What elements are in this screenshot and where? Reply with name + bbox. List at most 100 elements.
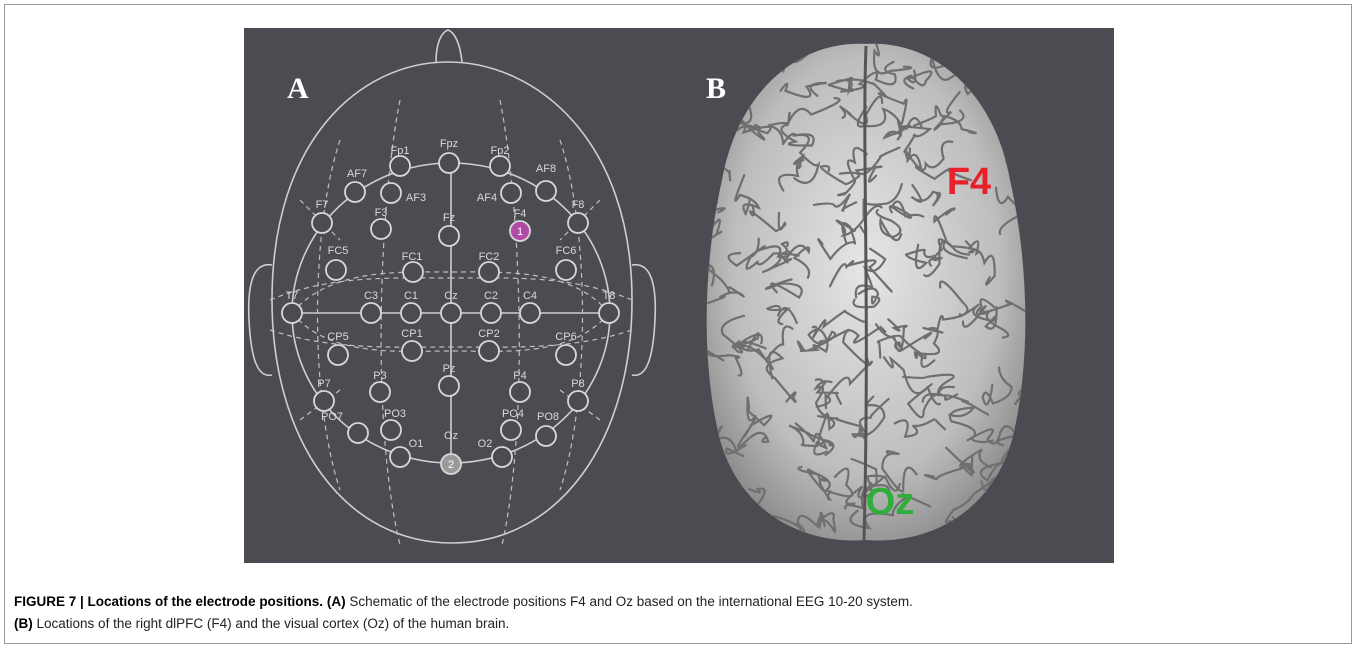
- gyrus: [779, 81, 827, 98]
- electrode-label: CP5: [327, 331, 348, 343]
- gyrus: [904, 140, 954, 171]
- gyrus: [720, 314, 764, 354]
- electrode-label: PO4: [502, 408, 524, 420]
- gyrus: [813, 380, 863, 428]
- gyrus: [943, 393, 990, 416]
- gyrus: [706, 249, 731, 294]
- gyrus: [827, 76, 854, 96]
- electrode: [347, 422, 369, 444]
- electrode-label: T8: [603, 290, 616, 302]
- electrode: [500, 182, 522, 204]
- electrode: [509, 381, 531, 403]
- electrode-label: O2: [478, 438, 493, 450]
- panel-label: B: [706, 72, 726, 105]
- gyrus: [817, 222, 857, 261]
- electrode-label: C1: [404, 290, 418, 302]
- electrode-label: C3: [364, 290, 378, 302]
- electrode-label: F8: [572, 199, 585, 211]
- gyrus: [887, 318, 908, 353]
- gyrus: [772, 514, 825, 537]
- gyrus: [797, 465, 833, 501]
- gyrus: [737, 417, 770, 449]
- electrode: [370, 218, 392, 240]
- electrode-label: FC1: [402, 251, 423, 263]
- panel-label: A: [287, 72, 309, 105]
- electrode-label: CP1: [401, 328, 422, 340]
- gyrus: [764, 278, 803, 299]
- electrode-label: AF4: [477, 192, 497, 204]
- electrode-label: Fp1: [391, 145, 410, 157]
- electrode: [440, 453, 462, 475]
- electrode-marker: 1: [517, 226, 523, 238]
- electrode-label: FC5: [328, 245, 349, 257]
- electrode: [500, 419, 522, 441]
- gyrus: [928, 238, 971, 267]
- gyrus: [945, 446, 975, 478]
- electrode-label: F7: [316, 199, 329, 211]
- gyrus: [858, 43, 913, 75]
- electrode-label: FC6: [556, 245, 577, 257]
- gyrus: [924, 448, 992, 481]
- electrode: [313, 390, 335, 412]
- caption-line: FIGURE 7 | Locations of the electrode po…: [14, 594, 913, 609]
- electrode: [480, 302, 502, 324]
- gyrus: [815, 360, 874, 410]
- electrode: [535, 425, 557, 447]
- gyrus: [876, 334, 936, 368]
- gyrus: [721, 122, 772, 145]
- caption-line: (B) Locations of the right dlPFC (F4) an…: [14, 616, 509, 631]
- electrode-label: P3: [373, 370, 386, 382]
- gyrus: [945, 476, 998, 524]
- gyrus: [780, 111, 815, 147]
- electrode: [489, 155, 511, 177]
- gyrus: [767, 97, 841, 146]
- gyrus: [844, 485, 879, 510]
- electrode-label: Pz: [443, 363, 456, 375]
- gyrus: [958, 303, 998, 330]
- electrode: [567, 212, 589, 234]
- electrode: [311, 212, 333, 234]
- electrode-label: PO8: [537, 411, 559, 423]
- electrode-label: O1: [409, 438, 424, 450]
- gyrus: [838, 95, 884, 125]
- gyrus: [796, 339, 829, 354]
- gyrus: [819, 164, 861, 186]
- electrode-label: PO7: [321, 411, 343, 423]
- electrode-label: Oz: [444, 430, 458, 442]
- gyrus: [854, 146, 901, 183]
- caption-label: (B): [14, 616, 33, 631]
- electrode-label: P7: [317, 378, 330, 390]
- electrode: [478, 261, 500, 283]
- gyrus: [778, 153, 806, 192]
- gyrus: [856, 105, 903, 141]
- electrode: [440, 302, 462, 324]
- gyrus: [922, 280, 969, 334]
- electrode-label: AF8: [536, 163, 556, 175]
- gyrus: [902, 373, 955, 397]
- electrode: [555, 344, 577, 366]
- electrode: [327, 344, 349, 366]
- caption-text: Schematic of the electrode positions F4 …: [349, 594, 913, 609]
- gyrus: [975, 298, 1010, 339]
- gyrus: [837, 146, 868, 197]
- electrode: [400, 302, 422, 324]
- electrode: [535, 180, 557, 202]
- gyrus: [875, 208, 903, 242]
- caption-text: Locations of the right dlPFC (F4) and th…: [36, 616, 510, 631]
- electrode: [555, 259, 577, 281]
- electrode: [325, 259, 347, 281]
- gyrus: [961, 299, 1026, 328]
- annotation: Oz: [866, 481, 915, 523]
- gyrus: [881, 450, 918, 493]
- electrode-label: T7: [286, 290, 299, 302]
- figure-frame: [4, 4, 1352, 644]
- gyrus: [923, 239, 980, 278]
- gyrus: [910, 183, 942, 207]
- gyrus: [814, 378, 843, 405]
- gyrus: [828, 259, 893, 293]
- gyrus: [765, 304, 798, 326]
- gyrus: [706, 181, 726, 215]
- electrode-label: Fpz: [440, 138, 458, 150]
- head-grid: [269, 99, 633, 546]
- electrode: [380, 419, 402, 441]
